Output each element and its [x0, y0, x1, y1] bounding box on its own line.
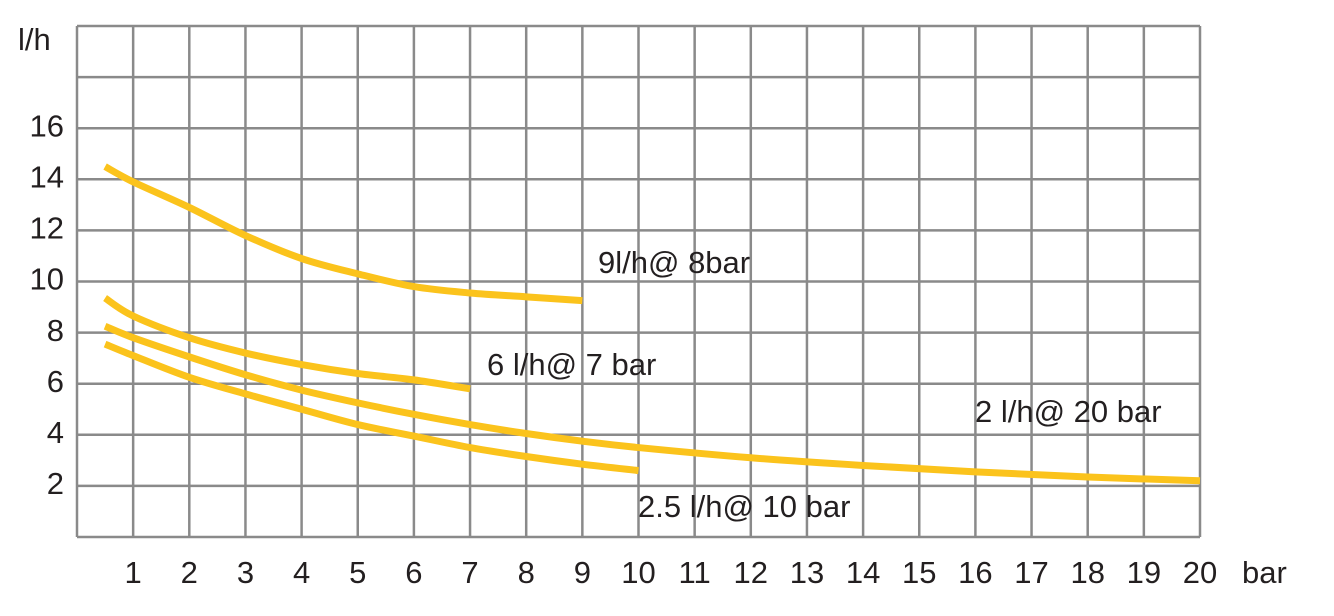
- x-tick-label: 2: [181, 555, 198, 590]
- x-tick-label: 7: [461, 555, 478, 590]
- x-tick-label: 16: [958, 555, 992, 590]
- x-tick-label: 9: [574, 555, 591, 590]
- curve: [103, 295, 471, 393]
- curve: [103, 163, 583, 305]
- series-label: 2 l/h@ 20 bar: [975, 394, 1162, 429]
- x-tick-label: 8: [518, 555, 535, 590]
- x-tick-label: 12: [734, 555, 768, 590]
- x-tick-label: 3: [237, 555, 254, 590]
- series-label: 9l/h@ 8bar: [598, 245, 750, 280]
- x-tick-label: 20: [1183, 555, 1217, 590]
- series-label: 6 l/h@ 7 bar: [487, 347, 656, 382]
- x-tick-label: 10: [621, 555, 655, 590]
- y-tick-label: 8: [47, 313, 64, 348]
- y-tick-label: 4: [47, 415, 64, 450]
- x-tick-label: 14: [846, 555, 880, 590]
- x-tick-label: 11: [679, 555, 711, 590]
- y-tick-label: 6: [47, 364, 64, 399]
- x-tick-label: 1: [125, 555, 142, 590]
- x-tick-label: 4: [293, 555, 310, 590]
- x-tick-label: 6: [405, 555, 422, 590]
- x-tick-label: 17: [1014, 555, 1048, 590]
- x-tick-label: 15: [902, 555, 936, 590]
- x-tick-label: 19: [1127, 555, 1161, 590]
- x-axis-label: bar: [1242, 555, 1287, 590]
- y-tick-label: 16: [30, 108, 64, 143]
- x-tick-label: 13: [790, 555, 824, 590]
- y-tick-label: 14: [30, 159, 64, 194]
- x-tick-label: 5: [349, 555, 366, 590]
- curve: [103, 340, 639, 475]
- series-label: 2.5 l/h@ 10 bar: [638, 489, 850, 524]
- y-tick-label: 12: [30, 211, 64, 246]
- x-tick-label: 18: [1070, 555, 1104, 590]
- curve: [103, 322, 1201, 485]
- y-axis-label: l/h: [18, 22, 51, 57]
- y-tick-label: 10: [30, 262, 64, 297]
- y-tick-label: 2: [47, 466, 64, 501]
